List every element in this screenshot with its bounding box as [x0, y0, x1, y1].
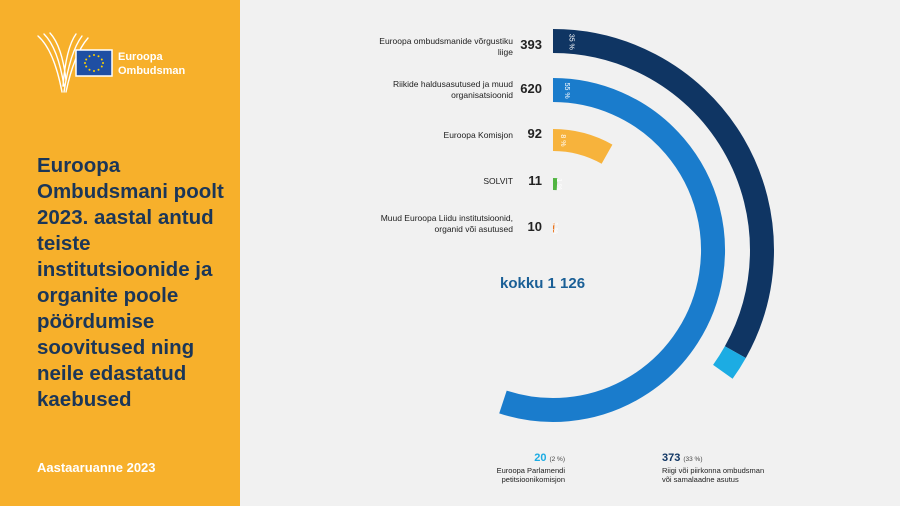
national-ombudsman-block: 373 (33 %) Riigi või piirkonna ombudsman … [662, 448, 772, 484]
label-petitions: Euroopa Parlamendi petitsioonikomisjon [496, 466, 565, 484]
value-solvit: 11 [528, 173, 542, 188]
arc-commission [552, 129, 613, 164]
logo-line-2: Ombudsman [118, 65, 186, 77]
logo-wordmark: Euroopa Ombudsman [118, 50, 185, 78]
percent-national-ombudsman: (33 %) [683, 456, 703, 463]
petitions-block: 20 (2 %) Euroopa Parlamendi petitsiooniko… [470, 448, 565, 484]
percent-solvit: 1 % [555, 178, 562, 190]
arc-network-part-1 [552, 29, 774, 358]
label-other-eu: Muud Euroopa Liidu institutsioonid, orga… [380, 213, 513, 234]
label-national: Riikide haldusasutused ja muud organisat… [392, 79, 513, 100]
value-petitions: 20 [534, 452, 547, 464]
percent-other-eu: 1 % [551, 222, 558, 234]
value-national: 620 [520, 81, 542, 96]
ombudsman-logo [37, 32, 113, 93]
left-panel: Euroopa Ombudsman Euroopa Ombudsmani poo… [0, 0, 240, 506]
logo-line-1: Euroopa [118, 51, 163, 63]
arc-network-part-2 [713, 346, 746, 379]
percent-commission: 8 % [559, 134, 566, 146]
percent-national: 55 % [563, 83, 570, 99]
value-national-ombudsman: 373 [662, 452, 681, 464]
value-network: 393 [520, 37, 542, 52]
label-network: Euroopa ombudsmanide võrgustiku liige [379, 36, 513, 57]
label-national-ombudsman: Riigi või piirkonna ombudsman või samala… [662, 466, 765, 484]
value-other-eu: 10 [527, 219, 542, 234]
arc-national [499, 78, 726, 422]
total-label: kokku 1 126 [500, 275, 586, 292]
report-label: Aastaaruanne 2023 [37, 460, 156, 475]
percent-petitions: (2 %) [549, 456, 565, 463]
label-commission: Euroopa Komisjon [443, 130, 513, 140]
label-solvit: SOLVIT [483, 176, 513, 186]
percent-network: 35 % [567, 34, 574, 50]
value-commission: 92 [527, 126, 542, 141]
page-title: Euroopa Ombudsmani poolt 2023. aastal an… [37, 154, 224, 411]
